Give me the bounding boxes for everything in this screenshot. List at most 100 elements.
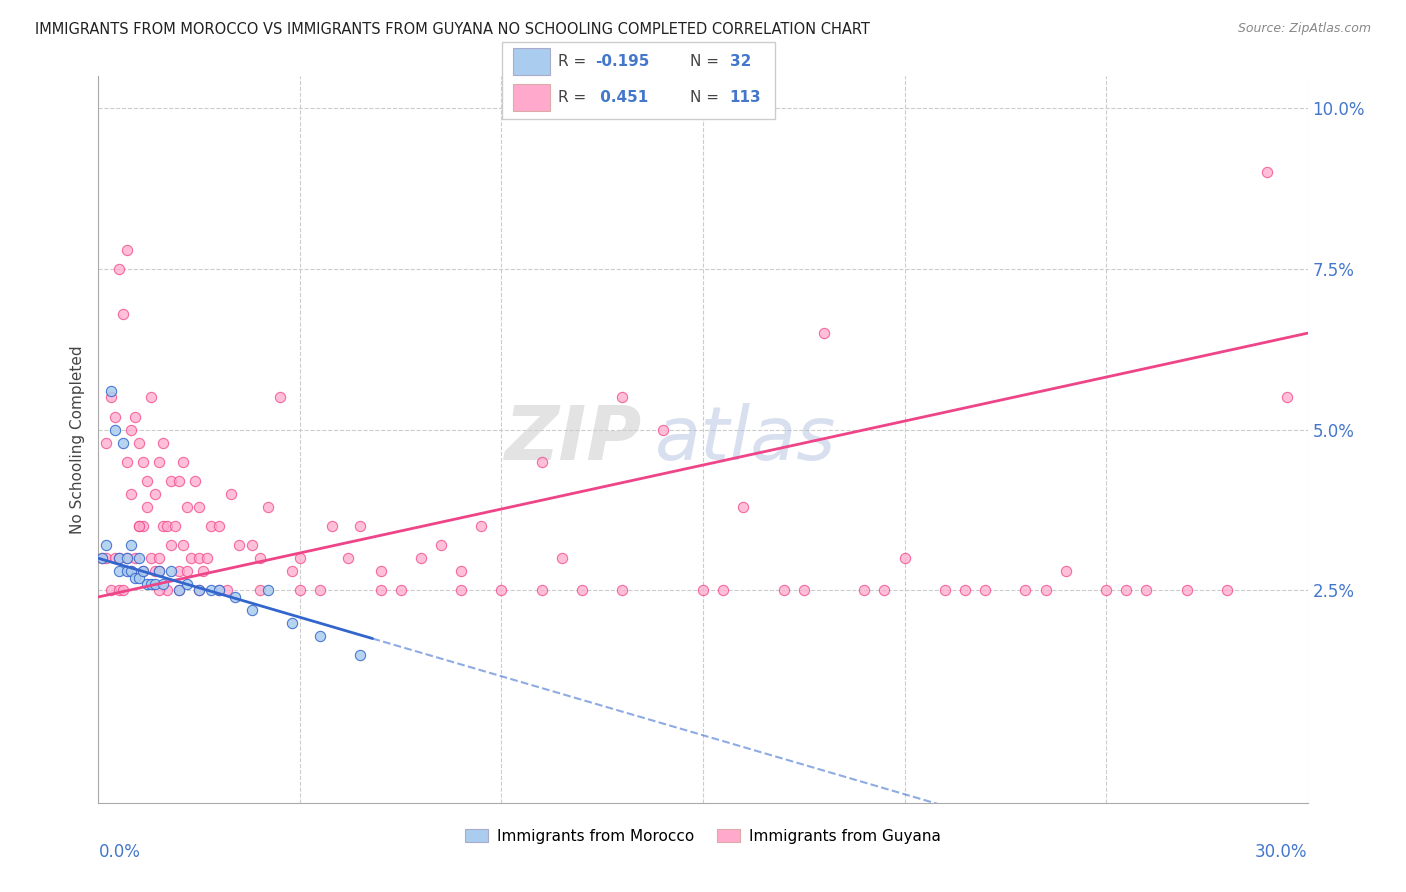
Point [167, 564, 190, 578]
Point [91, 551, 114, 566]
Point [240, 603, 263, 617]
Text: 0.0%: 0.0% [98, 843, 141, 861]
Point [107, 551, 129, 566]
Text: 32: 32 [730, 54, 751, 70]
Point [120, 487, 142, 501]
Point [163, 519, 186, 533]
Point [692, 583, 714, 598]
Point [813, 326, 835, 340]
Point [853, 583, 876, 598]
Point [1175, 583, 1198, 598]
Point [111, 307, 134, 321]
Point [188, 500, 211, 514]
Point [128, 519, 150, 533]
Point [470, 519, 492, 533]
Point [135, 500, 157, 514]
Text: 30.0%: 30.0% [1256, 843, 1308, 861]
Point [143, 577, 166, 591]
Point [180, 551, 202, 566]
Point [107, 583, 129, 598]
Text: N =: N = [690, 54, 724, 70]
Point [156, 519, 179, 533]
Point [450, 564, 472, 578]
Point [148, 551, 170, 566]
Point [1054, 564, 1077, 578]
Point [148, 583, 170, 598]
Y-axis label: No Schooling Completed: No Schooling Completed [70, 345, 86, 533]
Point [132, 455, 155, 469]
Point [281, 615, 304, 630]
Point [200, 519, 222, 533]
Text: -0.195: -0.195 [595, 54, 650, 70]
Point [193, 564, 215, 578]
Point [103, 423, 125, 437]
Point [1095, 583, 1118, 598]
Text: R =: R = [558, 90, 592, 105]
Point [143, 564, 166, 578]
Text: 113: 113 [730, 90, 761, 105]
Point [139, 551, 162, 566]
Point [208, 583, 231, 598]
Point [184, 474, 207, 488]
Point [148, 455, 170, 469]
Point [733, 500, 755, 514]
Point [530, 455, 553, 469]
Point [370, 564, 392, 578]
Point [128, 571, 150, 585]
Point [772, 583, 794, 598]
Point [128, 551, 150, 566]
Point [124, 409, 146, 424]
Point [200, 583, 222, 598]
Point [152, 577, 174, 591]
Point [711, 583, 734, 598]
Point [156, 583, 179, 598]
Point [172, 455, 194, 469]
Point [100, 391, 122, 405]
Point [135, 577, 157, 591]
Text: IMMIGRANTS FROM MOROCCO VS IMMIGRANTS FROM GUYANA NO SCHOOLING COMPLETED CORRELA: IMMIGRANTS FROM MOROCCO VS IMMIGRANTS FR… [35, 22, 870, 37]
Text: Source: ZipAtlas.com: Source: ZipAtlas.com [1237, 22, 1371, 36]
Point [115, 564, 138, 578]
Point [249, 551, 271, 566]
Point [934, 583, 956, 598]
Point [893, 551, 915, 566]
Point [612, 391, 634, 405]
Point [1035, 583, 1057, 598]
Point [530, 583, 553, 598]
Point [321, 519, 343, 533]
Point [269, 391, 291, 405]
Point [188, 583, 211, 598]
Point [148, 564, 170, 578]
Point [103, 409, 125, 424]
Point [160, 474, 183, 488]
Point [288, 583, 311, 598]
Point [120, 423, 142, 437]
Point [551, 551, 574, 566]
Point [120, 564, 142, 578]
Point [217, 583, 239, 598]
Point [115, 455, 138, 469]
Point [96, 435, 118, 450]
Point [139, 391, 162, 405]
Point [100, 384, 122, 398]
Point [188, 551, 211, 566]
Point [132, 564, 155, 578]
Point [612, 583, 634, 598]
Point [571, 583, 593, 598]
Point [139, 577, 162, 591]
Point [256, 583, 278, 598]
Point [143, 487, 166, 501]
Point [160, 539, 183, 553]
Point [115, 551, 138, 566]
Point [128, 519, 150, 533]
Point [337, 551, 360, 566]
Point [208, 583, 231, 598]
Point [953, 583, 976, 598]
Point [128, 435, 150, 450]
Point [111, 435, 134, 450]
Point [228, 539, 250, 553]
Text: 0.451: 0.451 [595, 90, 648, 105]
Point [132, 519, 155, 533]
Point [107, 564, 129, 578]
Point [249, 583, 271, 598]
